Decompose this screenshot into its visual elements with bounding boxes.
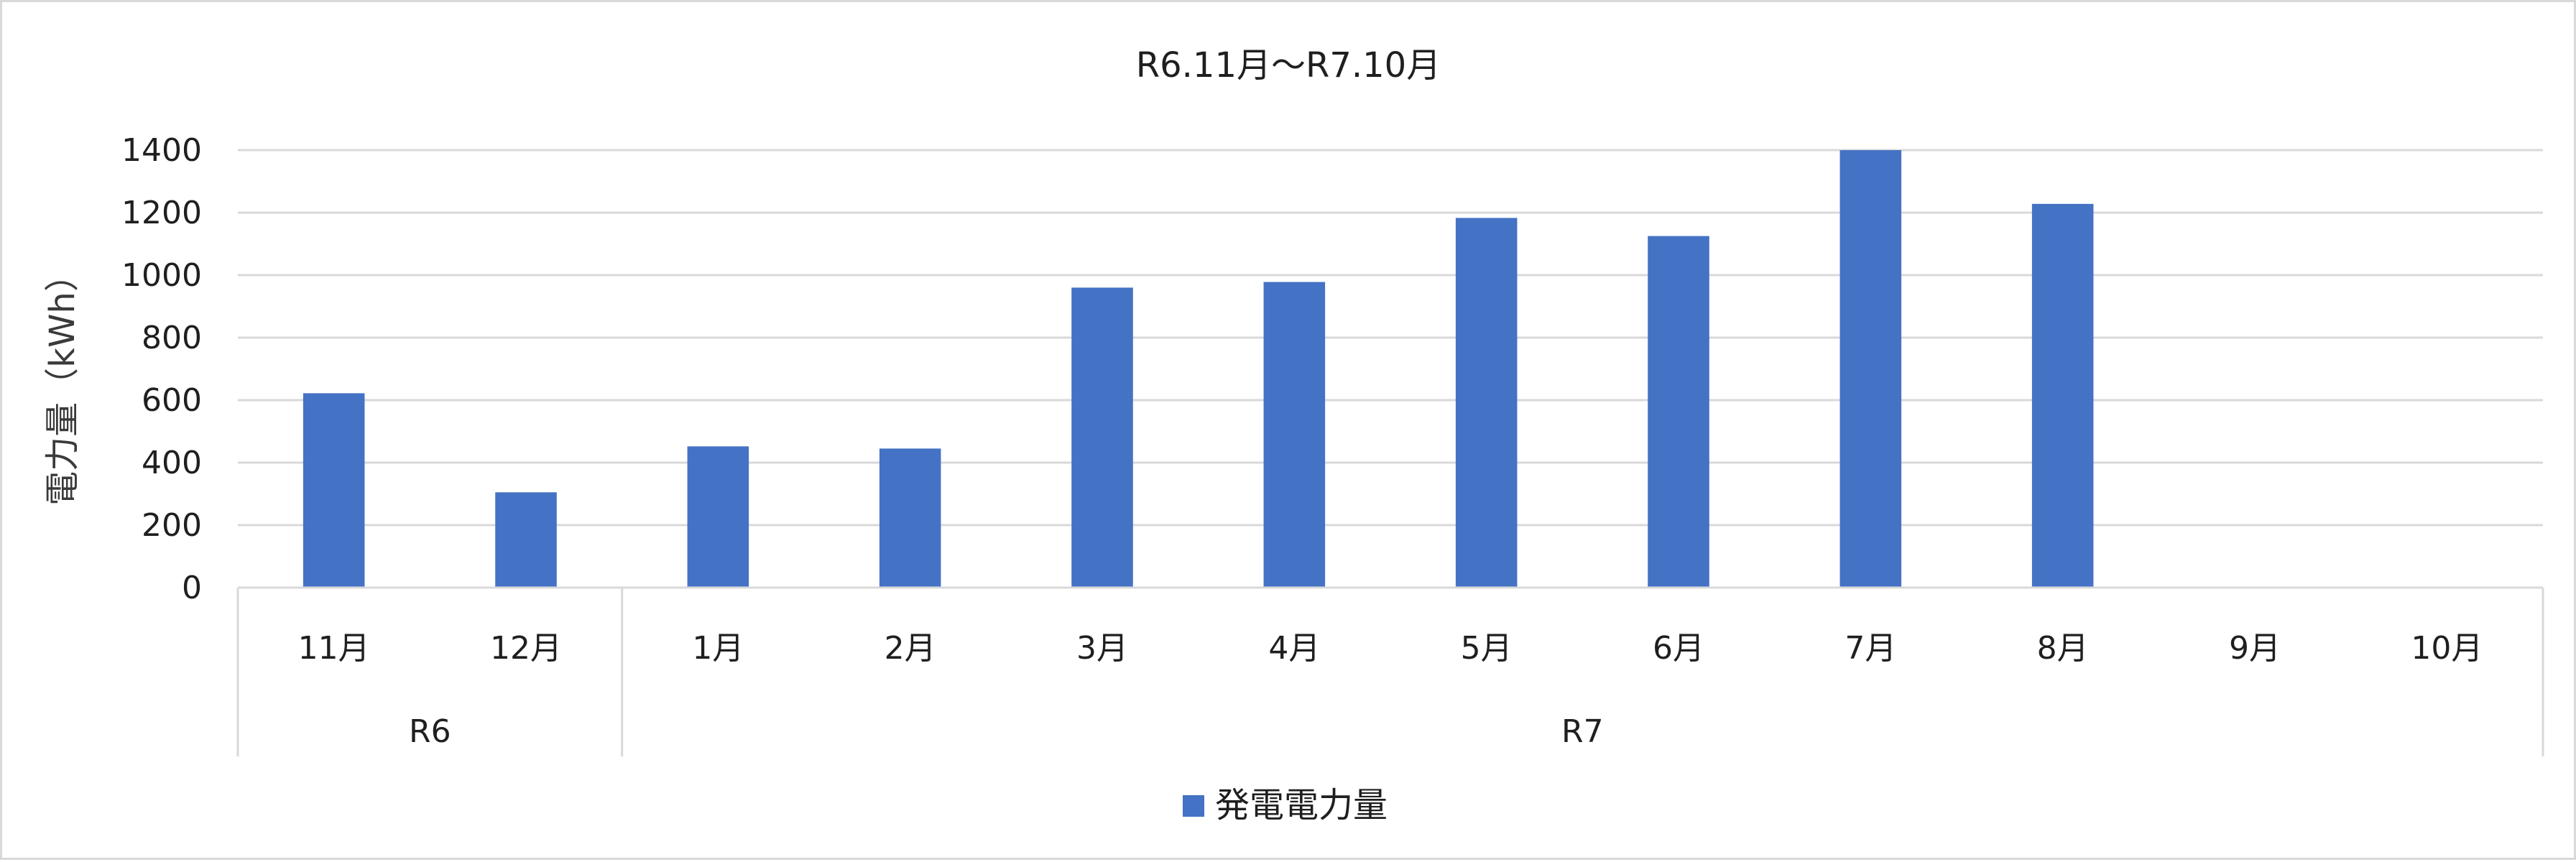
bar — [495, 492, 557, 588]
bar — [1263, 282, 1326, 588]
x-tick-label: 6月 — [1653, 630, 1704, 667]
bar — [1455, 218, 1518, 588]
x-tick-label: 9月 — [2229, 630, 2281, 667]
y-tick-label: 0 — [182, 570, 202, 606]
bar — [2031, 203, 2094, 588]
bar — [1071, 287, 1133, 588]
x-tick-label: 11月 — [298, 630, 370, 667]
x-tick-label: 1月 — [692, 630, 744, 667]
group-label: R6 — [409, 713, 451, 750]
x-tick-label: 5月 — [1461, 630, 1513, 667]
bar — [687, 446, 749, 588]
group-label: R7 — [1561, 713, 1604, 750]
chart-title: R6.11月～R7.10月 — [1136, 45, 1441, 85]
x-tick-label: 10月 — [2411, 630, 2483, 667]
x-tick-label: 12月 — [490, 630, 562, 667]
y-tick-label: 200 — [142, 507, 202, 544]
y-tick-label: 1400 — [121, 132, 202, 169]
x-tick-label: 7月 — [1845, 630, 1896, 667]
x-tick-label: 2月 — [885, 630, 936, 667]
bar — [303, 393, 365, 588]
y-tick-label: 1000 — [121, 257, 202, 294]
y-tick-label: 400 — [142, 445, 202, 481]
legend: 発電電力量 — [1183, 785, 1388, 825]
y-tick-label: 800 — [142, 320, 202, 356]
bar — [1648, 236, 1709, 588]
axes: 0 200 400 600 800 1000 1200 1400 11月 12月 1月 2月 3月 4月 5… — [121, 132, 2544, 756]
x-tick-label: 4月 — [1268, 630, 1320, 667]
bar — [1839, 150, 1902, 588]
x-tick-label: 3月 — [1076, 630, 1128, 667]
y-tick-label: 600 — [142, 382, 202, 419]
y-axis-label: 電力量（kWh） — [42, 257, 83, 506]
legend-swatch — [1183, 795, 1204, 817]
legend-label: 発電電力量 — [1215, 785, 1388, 825]
bars — [303, 150, 2094, 588]
gridlines — [238, 149, 2543, 589]
x-tick-label: 8月 — [2037, 630, 2089, 667]
bar — [879, 448, 941, 588]
y-tick-label: 1200 — [121, 195, 202, 231]
